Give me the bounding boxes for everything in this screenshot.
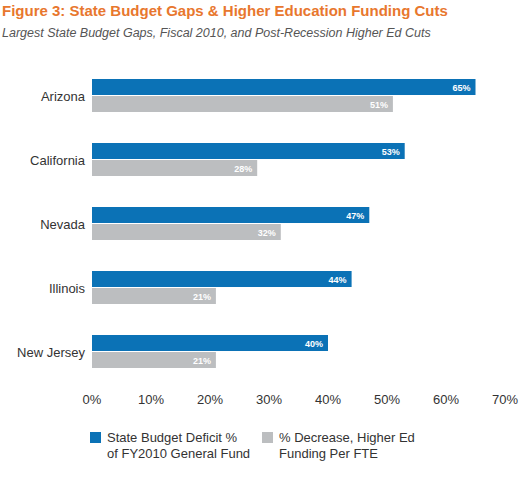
category-label: Arizona: [41, 89, 86, 104]
bars: [92, 79, 476, 368]
tick-mark: [269, 384, 270, 385]
bar: [92, 207, 369, 223]
data-labels: 65% 51% 53% 28% 47% 32% 44% 21% 40% 21%: [193, 83, 471, 366]
bar: [92, 352, 216, 368]
bar: [92, 288, 216, 304]
bar: [92, 335, 328, 351]
category-label: Illinois: [49, 281, 86, 296]
data-label: 40%: [305, 339, 323, 349]
legend-label: State Budget Deficit %of FY2010 General …: [107, 430, 250, 461]
x-axis: 0% 10% 20% 30% 40% 50% 60% 70%: [83, 384, 519, 407]
bar: [92, 143, 405, 159]
legend-line: Funding Per FTE: [279, 446, 378, 461]
tick-mark: [151, 384, 152, 385]
data-label: 44%: [329, 275, 347, 285]
bar: [92, 79, 476, 95]
legend-swatch: [90, 432, 101, 443]
category-label: California: [30, 153, 86, 168]
subtitle: Largest State Budget Gaps, Fiscal 2010, …: [2, 26, 431, 40]
tick-label: 20%: [197, 392, 223, 407]
tick-mark: [328, 384, 329, 385]
legend-line: State Budget Deficit %: [107, 430, 238, 445]
bar: [92, 160, 257, 176]
tick-label: 10%: [138, 392, 164, 407]
data-label: 47%: [346, 211, 364, 221]
tick-label: 30%: [256, 392, 282, 407]
category-label: New Jersey: [17, 345, 85, 360]
data-label: 32%: [258, 228, 276, 238]
tick-mark: [210, 384, 211, 385]
tick-mark: [387, 384, 388, 385]
bar: [92, 271, 352, 287]
data-label: 51%: [370, 100, 388, 110]
tick-mark: [92, 384, 93, 385]
data-label: 53%: [382, 147, 400, 157]
data-label: 21%: [193, 356, 211, 366]
tick-label: 40%: [315, 392, 341, 407]
tick-label: 60%: [433, 392, 459, 407]
legend-swatch: [262, 432, 273, 443]
tick-label: 0%: [83, 392, 102, 407]
tick-mark: [505, 384, 506, 385]
tick-label: 50%: [374, 392, 400, 407]
legend-line: of FY2010 General Fund: [107, 446, 250, 461]
legend-line: % Decrease, Higher Ed: [279, 430, 415, 445]
category-label: Nevada: [40, 217, 86, 232]
bar: [92, 96, 393, 112]
data-label: 28%: [234, 164, 252, 174]
bar: [92, 224, 281, 240]
tick-label: 70%: [492, 392, 518, 407]
title: Figure 3: State Budget Gaps & Higher Edu…: [2, 2, 448, 19]
legend-label: % Decrease, Higher EdFunding Per FTE: [279, 430, 415, 461]
data-label: 65%: [452, 83, 470, 93]
tick-mark: [446, 384, 447, 385]
legend: State Budget Deficit %of FY2010 General …: [90, 430, 415, 461]
data-label: 21%: [193, 292, 211, 302]
